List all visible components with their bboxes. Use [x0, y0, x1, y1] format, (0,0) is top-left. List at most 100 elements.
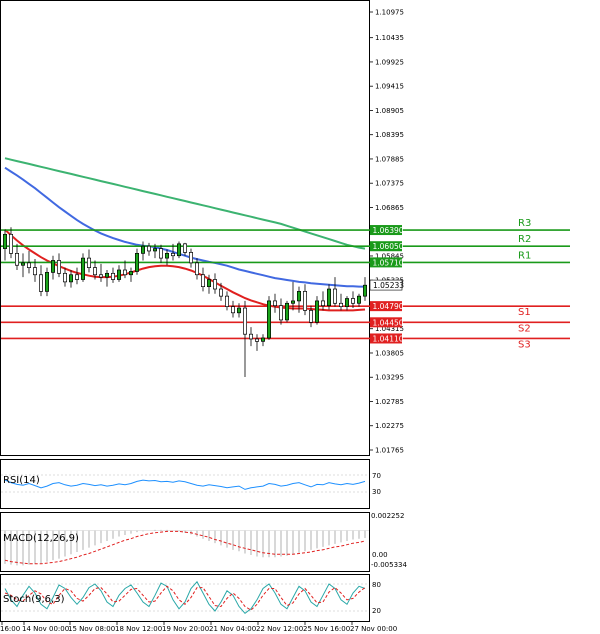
price-tick-label: 1.07375 — [375, 180, 404, 188]
candle — [213, 273, 218, 294]
candle-body — [261, 337, 266, 342]
price-axis: 1.10975 1.10435 1.09925 1.09415 1.08905 1.083… — [370, 9, 404, 455]
candle — [363, 277, 368, 301]
rsi-pane-frame — [0, 459, 370, 509]
candle — [110, 267, 115, 283]
level-price-tag — [370, 225, 402, 236]
candle — [147, 242, 152, 256]
candle-body — [110, 272, 115, 280]
candle-body — [339, 302, 344, 307]
candle — [285, 300, 290, 323]
candle-body — [279, 305, 284, 321]
rsi-tick-30: 30 — [372, 488, 381, 496]
level-name-r2: R2 — [518, 234, 531, 245]
candle-body — [213, 279, 218, 290]
candle-body — [363, 284, 368, 297]
candle-body — [50, 260, 55, 273]
candle — [62, 267, 67, 287]
candle-body — [285, 302, 290, 321]
candle-body — [237, 307, 242, 314]
candle — [74, 267, 79, 285]
candle — [345, 296, 350, 311]
candle — [32, 259, 37, 282]
time-tick-label: 18 Nov 12:00 — [115, 625, 162, 633]
candle-body — [32, 267, 37, 276]
price-tick-label: 1.07885 — [375, 155, 404, 163]
candle — [351, 291, 356, 309]
level-price-label: 1.04790 — [373, 302, 404, 311]
candle — [15, 243, 20, 270]
price-tick-label: 1.02785 — [375, 398, 404, 406]
candle-body — [273, 300, 278, 307]
candle-body — [195, 262, 200, 276]
candle — [219, 282, 224, 301]
candle — [225, 291, 230, 311]
candle — [80, 253, 85, 282]
candle — [21, 253, 26, 278]
level-price-label: 1.06050 — [373, 242, 404, 251]
candle — [165, 249, 170, 266]
stoch-pane: Stoch(9,6,3) 80 20 — [1, 580, 381, 615]
candle-body — [122, 269, 127, 276]
candle-body — [21, 262, 26, 266]
candle — [261, 334, 266, 347]
candle — [135, 248, 140, 275]
rsi-pane: RSI(14) 70 30 — [1, 472, 381, 496]
candle — [207, 274, 212, 294]
price-tick-label: 1.09925 — [375, 58, 404, 66]
current-price-label: 1.05233 — [373, 281, 404, 290]
candle-body — [321, 300, 326, 307]
price-tick-label: 1.04315 — [375, 325, 404, 333]
candle — [44, 267, 49, 297]
candle-body — [56, 260, 61, 274]
candle — [171, 243, 176, 261]
macd-histogram — [1, 529, 369, 566]
candle-body — [201, 274, 206, 287]
level-name-r1: R1 — [518, 250, 531, 261]
candle — [297, 286, 302, 313]
current-price-tag-box — [369, 279, 403, 291]
candle-body — [171, 253, 176, 257]
level-name-s3: S3 — [518, 339, 531, 350]
candle-body — [267, 300, 272, 339]
candle — [38, 265, 43, 297]
rsi-tick-70: 70 — [372, 472, 381, 480]
candle-body — [207, 279, 212, 287]
candle — [2, 229, 7, 261]
candle — [9, 227, 14, 259]
time-tick-label: 25 Nov 16:00 — [303, 625, 350, 633]
candle-body — [297, 291, 302, 302]
candle-body — [225, 295, 230, 307]
candle — [50, 255, 55, 280]
price-tick-label: 1.08395 — [375, 131, 404, 139]
candle-body — [27, 262, 32, 268]
stoch-tick-80: 80 — [372, 581, 381, 589]
candle — [339, 293, 344, 311]
candle — [333, 277, 338, 307]
candle-body — [129, 271, 134, 276]
candle-body — [153, 248, 158, 252]
price-tick-label: 1.09415 — [375, 83, 404, 91]
candle — [86, 249, 91, 273]
candle — [279, 298, 284, 325]
level-price-label: 1.04110 — [373, 334, 404, 343]
stoch-pane-frame — [0, 574, 370, 622]
current-price-tag: 1.05233 — [369, 279, 404, 291]
price-tick-label: 1.03295 — [375, 374, 404, 382]
rsi-line — [4, 479, 366, 490]
candle — [357, 293, 362, 307]
candle-body — [333, 288, 338, 304]
level-name-s1: S1 — [518, 307, 531, 318]
price-pane-frame — [0, 0, 370, 456]
candle — [237, 303, 242, 318]
candle-body — [98, 274, 103, 278]
candle-body — [345, 298, 350, 307]
candle-body — [351, 298, 356, 304]
macd-tick-zero: 0.00 — [372, 551, 388, 559]
price-tick-label: 1.08905 — [375, 107, 404, 115]
time-tick-label: 22 Nov 12:00 — [256, 625, 303, 633]
candle-body — [219, 288, 224, 297]
candle-body — [116, 269, 121, 280]
